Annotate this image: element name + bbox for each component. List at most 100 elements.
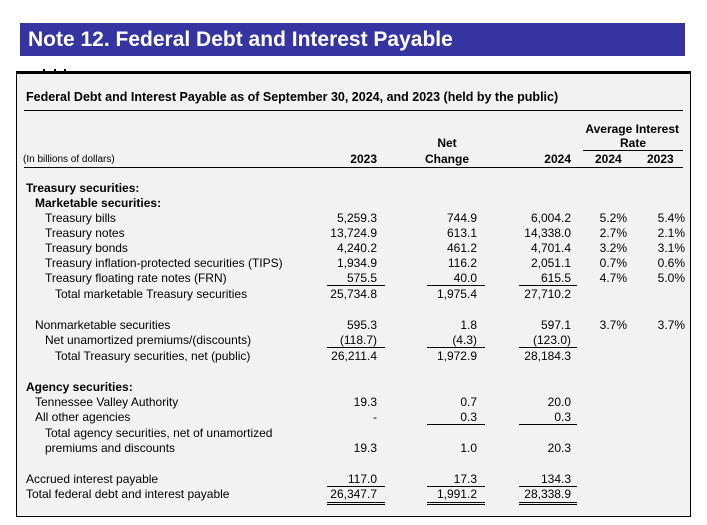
cell-2024: 597.1 [540,318,571,332]
cell-change: 17.3 [453,472,477,486]
subtotal-rule [519,347,577,348]
double-rule [519,502,577,503]
cell-change: 1.0 [460,441,477,455]
cell-2024: 27,710.2 [524,287,571,301]
cell-2023: - [373,410,377,424]
double-rule [327,504,385,505]
cell-2023: 26,347.7 [330,487,377,501]
total-rule [327,486,385,487]
cell-2023: 26,211.4 [331,349,377,363]
section-agency: Agency securities: [26,380,133,394]
cell-2024: (123.0) [532,333,571,347]
cell-2023: 4,240.2 [336,241,377,255]
cell-rate-2024: 3.7% [599,318,627,332]
rate-header-rule [583,150,683,151]
cell-rate-2024: 5.2% [599,211,627,225]
cell-rate-2023: 2.1% [657,226,685,240]
change-header: Change [424,152,469,166]
cell-2023: 1,934.9 [336,256,377,270]
cell-rate-2024: 2.7% [599,226,627,240]
row-label-frn: Treasury floating rate notes (FRN) [45,271,227,285]
row-label-grand-total: Total federal debt and interest payable [26,487,230,501]
subtotal-rule [427,424,485,425]
cell-2024: 2,051.1 [530,256,571,270]
cell-change: 0.3 [460,410,477,424]
cell-2024: 134.3 [540,472,571,486]
subtotal-rule [427,347,485,348]
cell-2024: 615.5 [540,271,571,285]
cell-2024: 0.3 [554,410,571,424]
subtotal-rule [327,347,385,348]
cell-2024: 20.0 [547,395,571,409]
rate-2023-header: 2023 [647,152,674,166]
cell-2023: 595.3 [346,318,377,332]
total-rule [427,486,485,487]
subtotal-rule [327,285,385,286]
cell-rate-2023: 3.1% [657,241,685,255]
subtotal-rule [427,285,485,286]
double-rule [427,502,485,503]
section-marketable: Marketable securities: [35,196,162,210]
cell-change: 40.0 [453,271,477,285]
row-label-tva: Tennessee Valley Authority [35,395,179,409]
row-label-premiums: Net unamortized premiums/(discounts) [45,333,252,347]
cell-2024: 14,338.0 [524,226,571,240]
cell-2023: 5,259.3 [336,211,377,225]
debt-table-panel: Federal Debt and Interest Payable as of … [16,69,691,517]
cell-change: 1,975.4 [436,287,477,301]
header-rule [24,167,683,168]
net-header: Net [437,136,457,150]
cell-2023: 25,734.8 [330,287,377,301]
row-label-total-agency-line2: premiums and discounts [45,441,176,455]
cell-2023: 575.5 [346,271,377,285]
cell-change: 744.9 [446,211,477,225]
double-rule [327,502,385,503]
row-label-bills: Treasury bills [45,211,116,225]
cell-change: 613.1 [446,226,477,240]
cell-2023: (118.7) [339,333,377,347]
double-rule [427,504,485,505]
cell-rate-2023: 0.6% [657,256,685,270]
row-label-nonmarketable: Nonmarketable securities [35,318,171,332]
cell-rate-2023: 5.4% [657,211,685,225]
cell-2024: 28,184.3 [524,349,571,363]
subtotal-rule [519,285,577,286]
cell-rate-2024: 4.7% [599,271,627,285]
cell-change: 1,972.9 [436,349,477,363]
cell-2024: 20.3 [547,441,571,455]
col-2024-header: 2024 [544,152,571,166]
cell-rate-2024: 3.2% [599,241,627,255]
table-title: Federal Debt and Interest Payable as of … [26,90,559,104]
note-title-bar: Note 12. Federal Debt and Interest Payab… [20,23,685,56]
total-rule [519,486,577,487]
row-label-bonds: Treasury bonds [45,241,128,255]
row-label-notes: Treasury notes [45,226,125,240]
avg-rate-header: Average Interest [585,122,679,136]
cell-2023: 117.0 [347,472,377,486]
top-tick-mark [43,69,45,72]
title-rule [24,110,683,111]
col-2023-header: 2023 [350,152,377,166]
rate-header: Rate [619,136,646,150]
cell-change: 1,991.2 [436,487,477,501]
note-title: Note 12. Federal Debt and Interest Payab… [28,28,453,51]
top-tick-mark [54,69,56,72]
cell-2023: 19.3 [353,395,377,409]
double-rule [519,504,577,505]
cell-rate-2023: 3.7% [657,318,685,332]
cell-change: 0.7 [460,395,477,409]
row-label-total-agency-line1: Total agency securities, net of unamorti… [45,426,273,440]
row-label-total-marketable: Total marketable Treasury securities [55,287,248,301]
row-label-accrued: Accrued interest payable [26,472,159,486]
cell-change: 461.2 [446,241,477,255]
cell-change: 1.8 [460,318,477,332]
subtotal-rule [519,424,577,425]
cell-2023: 13,724.9 [330,226,377,240]
cell-rate-2023: 5.0% [657,271,685,285]
row-label-total-treasury: Total Treasury securities, net (public) [55,349,251,363]
cell-rate-2024: 0.7% [599,256,627,270]
top-tick-mark [64,69,66,72]
cell-change: (4.3) [452,333,477,347]
row-label-tips: Treasury inflation-protected securities … [45,256,283,270]
cell-change: 116.2 [447,256,477,270]
